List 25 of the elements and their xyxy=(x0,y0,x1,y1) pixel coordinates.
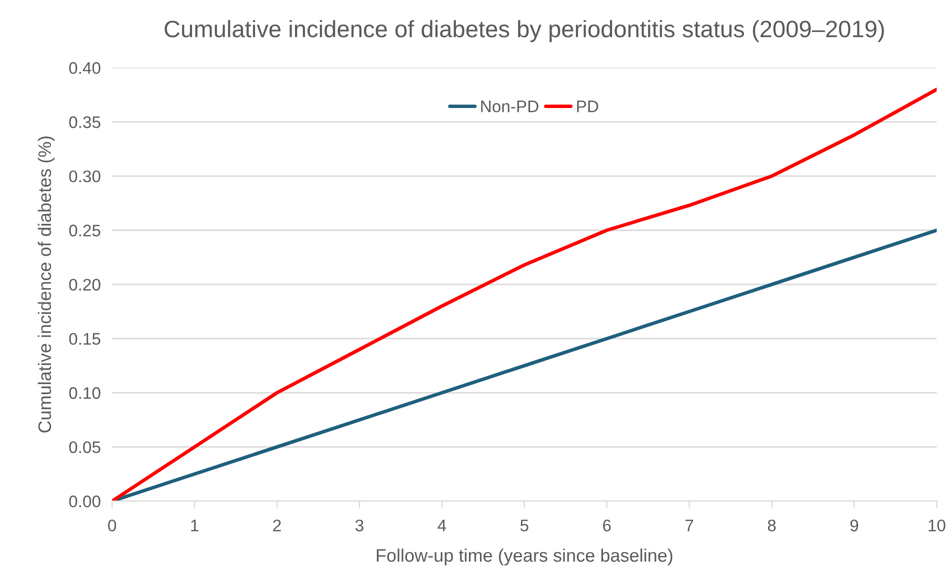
x-tick-label: 10 xyxy=(928,520,946,532)
x-tick-label: 1 xyxy=(191,520,198,532)
y-tick-label: 0.15 xyxy=(69,332,100,345)
x-axis-title: Follow-up time (years since baseline) xyxy=(376,548,672,566)
y-tick-label: 0.25 xyxy=(69,224,100,236)
x-tick-label: 9 xyxy=(850,520,858,532)
x-tick-label: 6 xyxy=(603,520,611,532)
x-tick-label: 7 xyxy=(686,520,694,532)
y-tick-label: 0.20 xyxy=(69,278,100,291)
legend-label: Non-PD xyxy=(481,100,538,112)
y-tick-label: 0.35 xyxy=(69,116,100,128)
y-tick-label: 0.05 xyxy=(69,441,100,454)
chart-title: Cumulative incidence of diabetes by periodontitis status (2009–2019) xyxy=(164,20,884,42)
x-tick-label: 2 xyxy=(273,520,281,532)
x-tick-label: 0 xyxy=(108,520,116,532)
x-tick-label: 8 xyxy=(768,520,776,532)
y-tick-label: 0.10 xyxy=(69,387,100,399)
y-tick-label: 0.40 xyxy=(69,62,100,74)
legend-label: PD xyxy=(577,100,598,112)
y-tick-label: 0.30 xyxy=(69,170,100,182)
x-tick-label: 3 xyxy=(355,520,364,532)
x-tick-label: 4 xyxy=(438,520,446,532)
y-tick-label: 0.00 xyxy=(69,496,100,508)
x-tick-label: 5 xyxy=(520,520,528,532)
y-axis-title: Cumulative incidence of diabetes (%) xyxy=(38,136,55,433)
